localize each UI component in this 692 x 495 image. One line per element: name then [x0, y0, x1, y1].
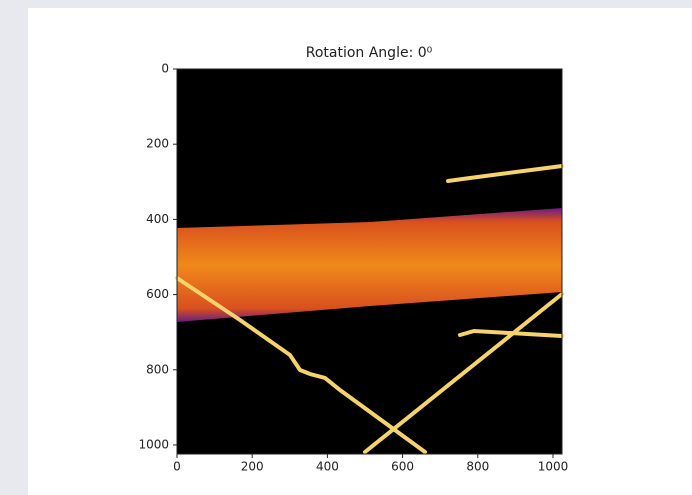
y-tick-label: 200 — [146, 137, 169, 151]
y-tick-label: 1000 — [138, 437, 169, 451]
image — [175, 69, 564, 454]
x-tick-label: 600 — [391, 460, 414, 474]
image-band — [177, 208, 562, 322]
y-tick-label: 800 — [146, 362, 169, 376]
x-tick-label: 400 — [316, 460, 339, 474]
image-fibers — [175, 164, 564, 454]
plot-frame — [176, 68, 563, 455]
x-tick-label: 0 — [173, 460, 181, 474]
x-tick-label: 800 — [466, 460, 489, 474]
y-tick-label: 600 — [146, 287, 169, 301]
y-tick-label: 400 — [146, 212, 169, 226]
x-tick-label: 200 — [241, 460, 264, 474]
chart-title: Rotation Angle: 0⁰ — [306, 45, 433, 61]
y-tick-label: 0 — [161, 62, 169, 76]
x-tick-label: 1000 — [538, 460, 569, 474]
